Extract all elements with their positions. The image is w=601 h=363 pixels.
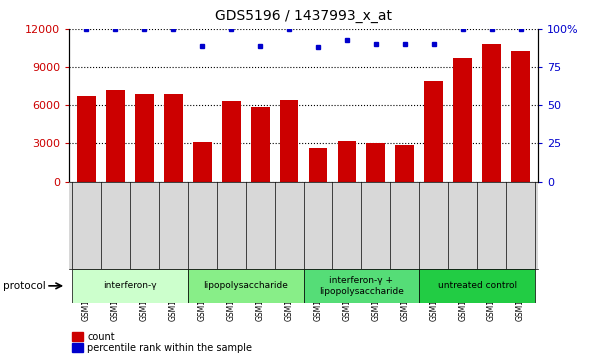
Bar bbox=[424, 81, 443, 182]
Bar bbox=[482, 44, 501, 182]
Bar bbox=[308, 148, 328, 182]
Bar bbox=[453, 58, 472, 182]
Text: percentile rank within the sample: percentile rank within the sample bbox=[87, 343, 252, 353]
Bar bbox=[72, 269, 188, 303]
Bar bbox=[164, 94, 183, 182]
Bar bbox=[222, 101, 240, 182]
Text: protocol: protocol bbox=[3, 281, 46, 291]
Bar bbox=[193, 142, 212, 182]
Text: interferon-γ: interferon-γ bbox=[103, 281, 157, 290]
Text: count: count bbox=[87, 332, 115, 342]
Bar bbox=[367, 143, 385, 182]
Bar bbox=[106, 90, 125, 182]
Bar bbox=[419, 269, 535, 303]
Bar bbox=[511, 50, 530, 182]
Text: lipopolysaccharide: lipopolysaccharide bbox=[203, 281, 288, 290]
Bar bbox=[251, 106, 269, 182]
Text: interferon-γ +
lipopolysaccharide: interferon-γ + lipopolysaccharide bbox=[319, 276, 404, 295]
Text: untreated control: untreated control bbox=[438, 281, 517, 290]
Bar bbox=[77, 96, 96, 182]
Bar bbox=[135, 94, 154, 182]
Bar bbox=[188, 269, 304, 303]
Text: GDS5196 / 1437993_x_at: GDS5196 / 1437993_x_at bbox=[215, 9, 392, 23]
Bar bbox=[304, 269, 419, 303]
Bar bbox=[279, 100, 299, 182]
Bar bbox=[338, 141, 356, 182]
Bar bbox=[395, 144, 414, 182]
